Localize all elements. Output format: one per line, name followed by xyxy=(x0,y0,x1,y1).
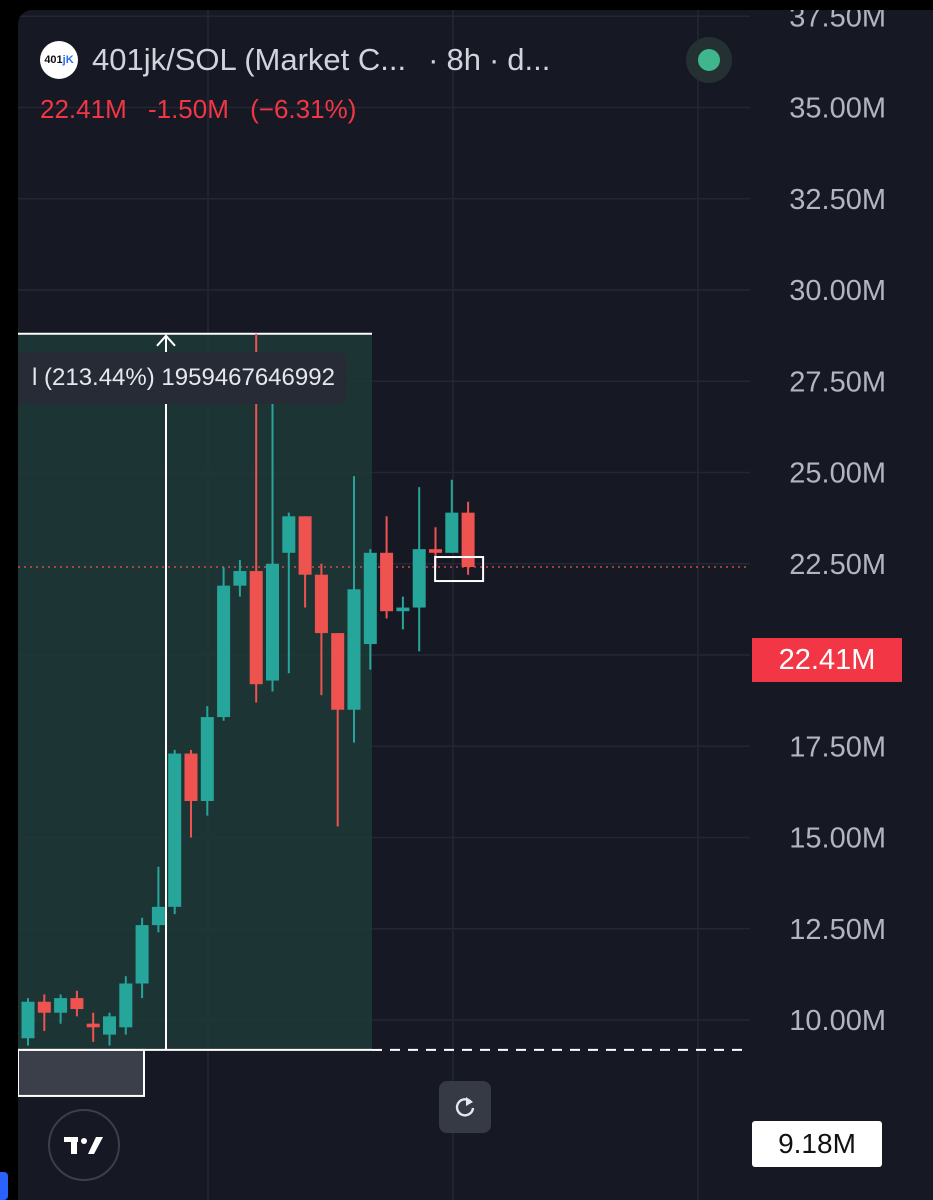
header-separator: · xyxy=(488,42,500,77)
reset-chart-icon[interactable] xyxy=(439,1081,491,1133)
candle-body xyxy=(347,589,361,710)
candle-body xyxy=(445,512,459,553)
low-price-label: 9.18M xyxy=(752,1121,882,1167)
candle-body xyxy=(412,549,426,608)
candle-body xyxy=(396,607,410,612)
change-value: -1.50M xyxy=(147,94,229,124)
y-axis-tick-label: 12.50M xyxy=(789,914,886,946)
last-price-text: 22.41M xyxy=(40,94,127,124)
scrollbar-handle[interactable] xyxy=(0,1172,8,1200)
measure-tooltip: l (213.44%) 1959467646992 xyxy=(18,352,347,404)
y-axis-tick-label: 17.50M xyxy=(789,731,886,763)
measure-arrow-head xyxy=(156,334,176,347)
candle-body xyxy=(331,633,345,710)
candle-body xyxy=(217,585,231,718)
price-highlight-box xyxy=(434,556,485,583)
last-price-label: 22.41M xyxy=(752,638,902,682)
candle-body xyxy=(54,998,68,1013)
header-separator: · xyxy=(428,42,439,77)
candle-body xyxy=(119,983,133,1028)
candle-body xyxy=(151,906,165,926)
candle-body xyxy=(314,574,328,634)
y-axis-tick-label: 30.00M xyxy=(789,275,886,307)
y-axis-tick-label: 35.00M xyxy=(789,93,886,125)
candle-body xyxy=(168,753,182,907)
candle-body xyxy=(86,1023,100,1028)
candle-body xyxy=(282,516,296,553)
y-axis-tick-label: 10.00M xyxy=(789,1005,886,1037)
y-axis-tick-label: 37.50M xyxy=(789,10,886,33)
y-axis-tick-label: 25.00M xyxy=(789,458,886,490)
chart-canvas[interactable]: 10.00M12.50M15.00M17.50M20.00M22.50M25.0… xyxy=(18,10,933,1200)
candle-body xyxy=(70,998,84,1010)
candle-body xyxy=(266,563,279,681)
candle-body xyxy=(37,1001,51,1013)
symbol-logo: 401 jK xyxy=(40,41,78,79)
range-selection-box xyxy=(18,1048,145,1097)
tradingview-logo-icon[interactable] xyxy=(48,1109,120,1181)
candle-body xyxy=(135,925,149,984)
candle-body xyxy=(184,753,198,801)
measure-zone xyxy=(18,333,372,1050)
candle-body xyxy=(298,516,312,575)
candle-body xyxy=(249,571,263,685)
exchange-label[interactable]: d... xyxy=(507,42,551,77)
change-percent: (−6.31%) xyxy=(250,94,357,124)
price-change-line: 22.41M -1.50M (−6.31%) xyxy=(40,94,370,125)
candle-body xyxy=(380,552,394,612)
interval-label[interactable]: 8h xyxy=(446,42,481,77)
y-axis-tick-label: 22.50M xyxy=(789,549,886,581)
candle-body xyxy=(429,549,442,553)
candle-body xyxy=(461,512,475,568)
candle-body xyxy=(103,1016,116,1035)
y-axis-tick-label: 27.50M xyxy=(789,366,886,398)
y-axis-tick-label: 32.50M xyxy=(789,184,886,216)
symbol-pair[interactable]: 401jk/SOL (Market C... xyxy=(92,42,407,77)
chart-panel[interactable]: 10.00M12.50M15.00M17.50M20.00M22.50M25.0… xyxy=(18,10,933,1200)
candle-body xyxy=(21,1001,35,1039)
candle-body xyxy=(200,717,214,801)
live-status-dot-icon[interactable] xyxy=(686,37,732,83)
symbol-header[interactable]: 401 jK 401jk/SOL (Market C... · 8h · d... xyxy=(40,40,550,80)
candle-body xyxy=(233,571,247,586)
y-axis-tick-label: 15.00M xyxy=(789,823,886,855)
candle-body xyxy=(363,552,377,645)
